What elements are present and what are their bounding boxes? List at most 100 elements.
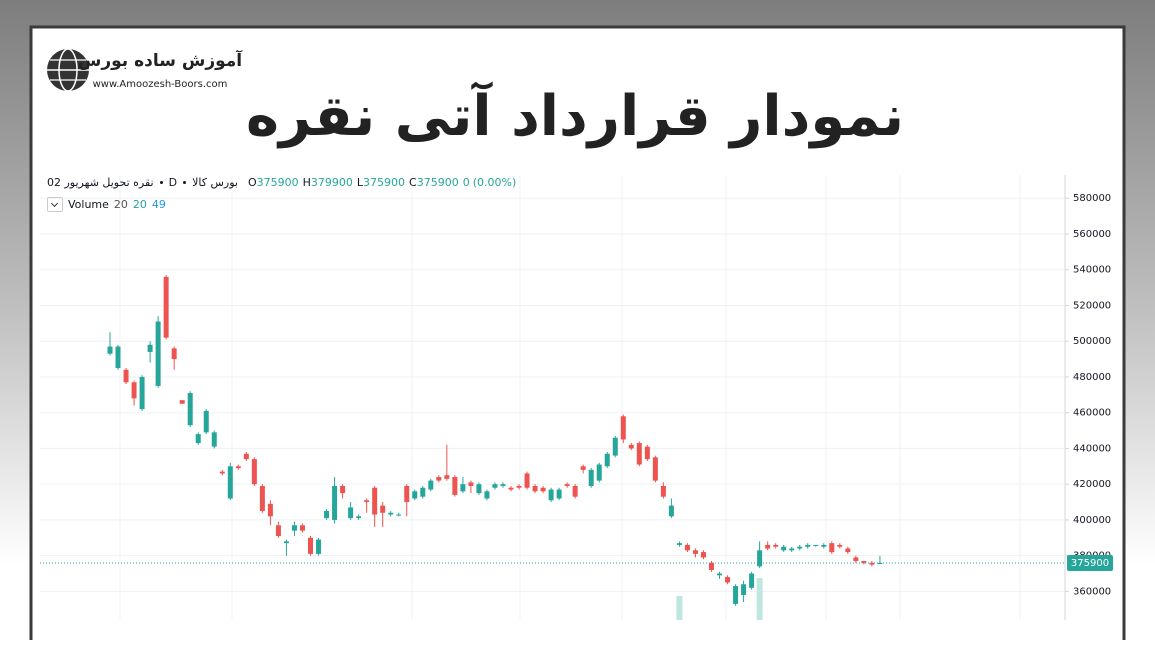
candle-body [123, 369, 129, 383]
candle-body [364, 500, 370, 503]
volume-value: 20 [132, 198, 147, 211]
candle-body [308, 537, 313, 554]
change-percent: (0.00%) [472, 176, 517, 189]
change: 0 [462, 176, 470, 189]
candle-body [765, 544, 771, 549]
candle-body [709, 562, 714, 570]
candle-body [356, 516, 362, 519]
candle-body [299, 525, 305, 531]
candle-body [492, 484, 498, 488]
y-tick-label: 420000 [1073, 479, 1111, 490]
candle-body [684, 544, 690, 551]
candle-body [452, 477, 458, 495]
candle-body [757, 550, 763, 567]
candle-body [267, 503, 273, 517]
y-tick-label: 580000 [1073, 193, 1111, 204]
candle-body [211, 432, 217, 447]
candle-body [612, 437, 618, 456]
y-tick-label: 540000 [1073, 265, 1111, 276]
candle-body [251, 459, 257, 485]
candle-body [396, 514, 402, 516]
candle-body [668, 505, 674, 517]
candle-body [572, 485, 578, 497]
panel-frame [29, 25, 1126, 640]
volume-bar [676, 596, 683, 620]
candle-body [781, 546, 787, 551]
candle-body [139, 376, 145, 410]
candle-body [243, 453, 249, 460]
last-price-label: 375900 [1071, 558, 1109, 569]
candle-body [476, 484, 482, 494]
separator [183, 181, 187, 184]
candle-body [524, 473, 530, 488]
candle-body [235, 466, 241, 469]
candle-body [275, 525, 281, 537]
candle-body [564, 484, 570, 486]
ohlc-value: 375900 [416, 176, 459, 189]
ohlc-value: 375900 [256, 176, 299, 189]
logo: آموزش ساده بورس www.Amoozesh-Boors.com [47, 48, 243, 92]
candle-body [556, 489, 562, 499]
symbol-header: نقره تحویل شهریور 02 D بورس کالا O375900… [47, 176, 516, 189]
y-tick-label: 440000 [1073, 443, 1111, 454]
logo-name: آموزش ساده بورس [78, 49, 243, 71]
ohlc-value: 379900 [310, 176, 353, 189]
candle-body [187, 393, 193, 426]
candle-body [869, 562, 875, 565]
volume-legend: Volume 20 20 49 [47, 197, 166, 212]
candle-body [259, 485, 265, 511]
candle-body [219, 471, 225, 474]
candle-body [420, 487, 426, 497]
candle-body [316, 539, 322, 554]
ohlc-legend: O375900 H379900 L375900 C375900 0 (0.00%) [248, 176, 516, 189]
candle-body [227, 466, 233, 499]
candle-body [516, 485, 522, 488]
candle-body [660, 485, 666, 497]
candle-body [171, 348, 177, 360]
ohlc-item: H379900 [303, 176, 353, 189]
panel [32, 28, 1123, 664]
candle-body [676, 543, 682, 545]
candle-body [428, 480, 434, 490]
y-tick-label: 500000 [1073, 336, 1111, 347]
volume-label: Volume [68, 198, 109, 211]
candle-body [404, 485, 410, 503]
candle-body [412, 491, 418, 499]
candle-body [500, 484, 506, 486]
candle-body [324, 510, 330, 519]
candle-body [131, 382, 137, 399]
last-price-box [1067, 554, 1113, 571]
candle-body [829, 543, 835, 553]
candle-body [741, 584, 747, 595]
candle-body [877, 562, 883, 564]
interval: D [168, 176, 178, 189]
candle-body [604, 453, 610, 467]
candle-body [853, 557, 859, 562]
candle-body [444, 475, 450, 479]
y-tick-label: 480000 [1073, 372, 1111, 383]
ohlc-key: L [356, 176, 364, 189]
candle-body [725, 577, 731, 583]
candle-body [115, 346, 121, 369]
candle-body [484, 491, 490, 499]
plot [40, 197, 1065, 620]
ohlc-key: H [302, 176, 311, 189]
candle-body [548, 489, 554, 501]
candle-body [845, 548, 851, 553]
candle-body [179, 400, 185, 404]
candle-body [789, 548, 795, 551]
volume-value: 49 [151, 198, 166, 211]
candle-body [837, 544, 843, 547]
collapse-button[interactable] [47, 197, 63, 212]
candle-body [821, 544, 827, 547]
candle-body [540, 487, 546, 492]
candle-body [340, 485, 346, 494]
candle-body [508, 487, 514, 490]
candle-body [348, 507, 354, 519]
candle-body [436, 477, 442, 481]
candle-body [460, 484, 466, 492]
ohlc-value: 375900 [363, 176, 406, 189]
ohlc-item: O375900 [248, 176, 299, 189]
